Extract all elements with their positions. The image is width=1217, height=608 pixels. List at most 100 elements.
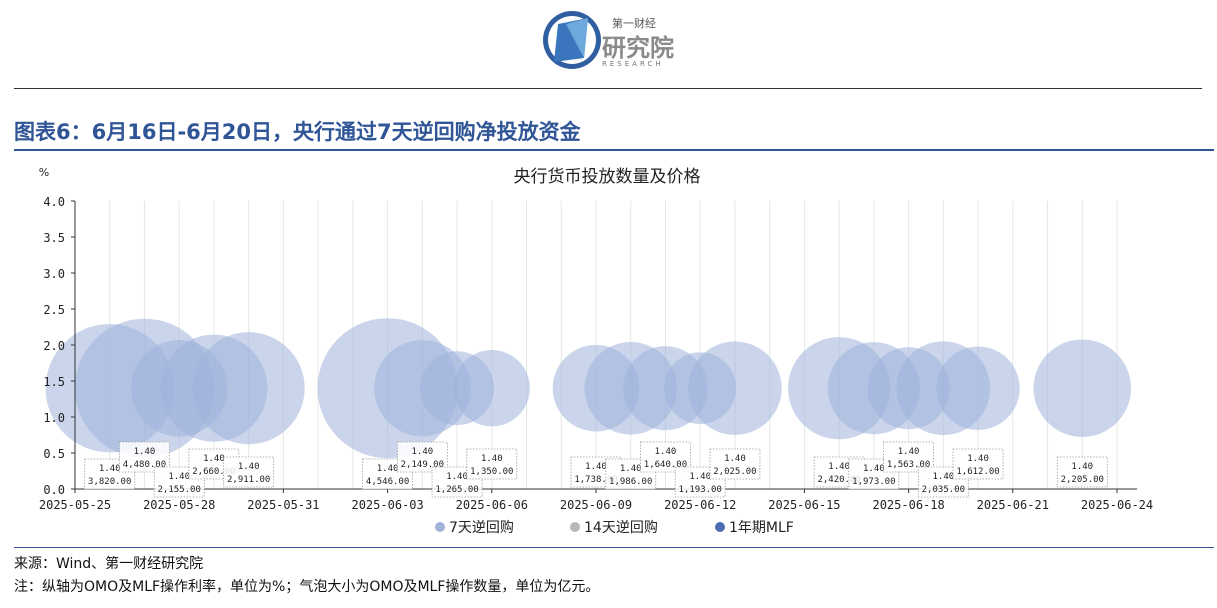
data-label-2025-05-27: 1.40 4,480.00 — [119, 441, 170, 473]
x-tick-label: 2025-06-09 — [560, 498, 632, 512]
x-tick-label: 2025-05-25 — [39, 498, 111, 512]
y-tick-label: 3.5 — [43, 231, 65, 245]
data-label-amount: 2,149.00 — [401, 460, 444, 470]
y-tick-label: 0.5 — [43, 447, 65, 461]
data-label-rate: 1.40 — [863, 464, 885, 474]
data-label-amount: 1,640.00 — [644, 460, 687, 470]
source-text: 来源：Wind、第一财经研究院 — [14, 556, 204, 572]
data-label-2025-06-20: 1.40 1,612.00 — [952, 448, 1004, 480]
data-label-amount: 1,265.00 — [435, 485, 478, 495]
chart-title: 央行货币投放数量及价格 — [514, 167, 701, 187]
data-label-amount: 1,563.00 — [887, 460, 930, 470]
data-label-amount: 1,973.00 — [852, 477, 895, 487]
bubbles — [45, 318, 1132, 459]
data-label-rate: 1.40 — [620, 464, 642, 474]
data-label-2025-06-23: 1.40 2,205.00 — [1056, 456, 1108, 488]
data-label-amount: 2,911.00 — [227, 475, 270, 485]
data-label-2025-06-04: 1.40 2,149.00 — [396, 441, 448, 473]
data-label-amount: 3,820.00 — [88, 477, 131, 487]
bubble-2025-05-30 — [192, 332, 305, 445]
bubble-chart: 0.0 0.5 1.0 1.5 2.0 2.5 3.0 3.5 4.0 2025-05-25 202… — [39, 166, 1153, 536]
x-tick-label: 2025-06-21 — [977, 498, 1049, 512]
y-axis-unit: % — [39, 166, 49, 179]
legend-marker — [435, 522, 445, 532]
y-tick-label: 3.0 — [43, 267, 65, 281]
data-label-amount: 1,986.00 — [609, 477, 652, 487]
data-label-2025-06-19: 1.40 2,035.00 — [917, 466, 969, 498]
x-tick-label: 2025-06-06 — [456, 498, 528, 512]
data-label-rate: 1.40 — [99, 464, 121, 474]
data-label-rate: 1.40 — [238, 462, 260, 472]
data-label-amount: 2,205.00 — [1061, 475, 1104, 485]
y-tick-label: 2.5 — [43, 303, 65, 317]
legend-marker — [715, 522, 725, 532]
data-label-rate: 1.40 — [168, 472, 190, 482]
data-label-box — [605, 458, 657, 490]
x-tick-label: 2025-06-18 — [872, 498, 944, 512]
legend-label: 14天逆回购 — [584, 520, 658, 536]
data-label-rate: 1.40 — [377, 464, 399, 474]
x-tick-label: 2025-06-12 — [664, 498, 736, 512]
legend-item-0: 7天逆回购 — [435, 520, 514, 536]
data-label-box — [1056, 456, 1108, 488]
bubble-2025-06-23 — [1033, 339, 1132, 437]
data-label-amount: 2,660.00 — [192, 467, 235, 477]
y-tick-label: 1.0 — [43, 411, 65, 425]
data-label-rate: 1.40 — [689, 472, 711, 482]
data-label-rate: 1.40 — [134, 447, 156, 457]
figure-title: 图表6：6月16日-6月20日，央行通过7天逆回购净投放资金 — [14, 120, 581, 144]
data-label-amount: 2,025.00 — [713, 467, 756, 477]
title-divider — [14, 149, 1214, 151]
data-label-rate: 1.40 — [967, 454, 989, 464]
data-label-amount: 1,193.00 — [679, 485, 722, 495]
y-tick-label: 4.0 — [43, 195, 65, 209]
legend-label: 1年期MLF — [729, 520, 794, 536]
y-tick-label: 0.0 — [43, 483, 65, 497]
x-tick-label: 2025-06-15 — [768, 498, 840, 512]
legend-item-2: 1年期MLF — [715, 520, 794, 536]
data-label-amount: 4,546.00 — [366, 477, 409, 487]
data-label-2025-06-10: 1.40 1,986.00 — [605, 458, 657, 490]
data-label-rate: 1.40 — [411, 447, 433, 457]
header-divider — [14, 88, 1202, 89]
data-label-rate: 1.40 — [446, 472, 468, 482]
data-label-rate: 1.40 — [655, 447, 677, 457]
data-label-amount: 1,350.00 — [470, 467, 513, 477]
note-text: 注：纵轴为OMO及MLF操作利率，单位为%；气泡大小为OMO及MLF操作数量，单… — [14, 579, 600, 595]
data-label-box — [119, 441, 170, 473]
data-label-rate: 1.40 — [724, 454, 746, 464]
brand-cn-big: 研究院 — [602, 34, 674, 62]
data-label-rate: 1.40 — [203, 454, 225, 464]
data-label-amount: 1,738.00 — [574, 475, 617, 485]
data-label-amount: 2,155.00 — [158, 485, 201, 495]
legend-marker — [570, 522, 580, 532]
data-label-2025-05-30: 1.40 2,911.00 — [223, 456, 275, 488]
brand-en: RESEARCH — [602, 60, 664, 68]
data-label-2025-06-13: 1.40 2,025.00 — [709, 448, 761, 480]
bubble-2025-06-13 — [688, 341, 782, 435]
bubble-2025-06-06 — [453, 350, 530, 427]
y-tick-label: 1.5 — [43, 375, 65, 389]
x-tick-label: 2025-06-24 — [1081, 498, 1153, 512]
data-label-rate: 1.40 — [1071, 462, 1093, 472]
data-label-rate: 1.40 — [932, 472, 954, 482]
data-label-amount: 2,035.00 — [922, 485, 965, 495]
data-label-rate: 1.40 — [481, 454, 503, 464]
data-label-amount: 2,420.00 — [817, 475, 860, 485]
brand-cn-small: 第一财经 — [612, 16, 656, 30]
legend: 7天逆回购 14天逆回购 1年期MLF — [435, 520, 794, 536]
data-label-box — [952, 448, 1004, 480]
bubble-2025-06-20 — [936, 346, 1020, 430]
data-labels: 1.403,820.001.404,480.001.402,155.001.40… — [84, 441, 1108, 498]
data-label-amount: 1,612.00 — [956, 467, 999, 477]
data-label-box — [709, 448, 761, 480]
y-tick-label: 2.0 — [43, 339, 65, 353]
data-label-amount: 4,480.00 — [123, 460, 166, 470]
brand-logo: 第一财经 研究院 RESEARCH — [543, 11, 674, 69]
data-label-2025-06-06: 1.40 1,350.00 — [466, 448, 518, 480]
legend-item-1: 14天逆回购 — [570, 520, 658, 536]
x-tick-label: 2025-05-31 — [247, 498, 319, 512]
x-tick-label: 2025-06-03 — [351, 498, 423, 512]
data-label-box — [466, 448, 518, 480]
x-tick-label: 2025-05-28 — [143, 498, 215, 512]
